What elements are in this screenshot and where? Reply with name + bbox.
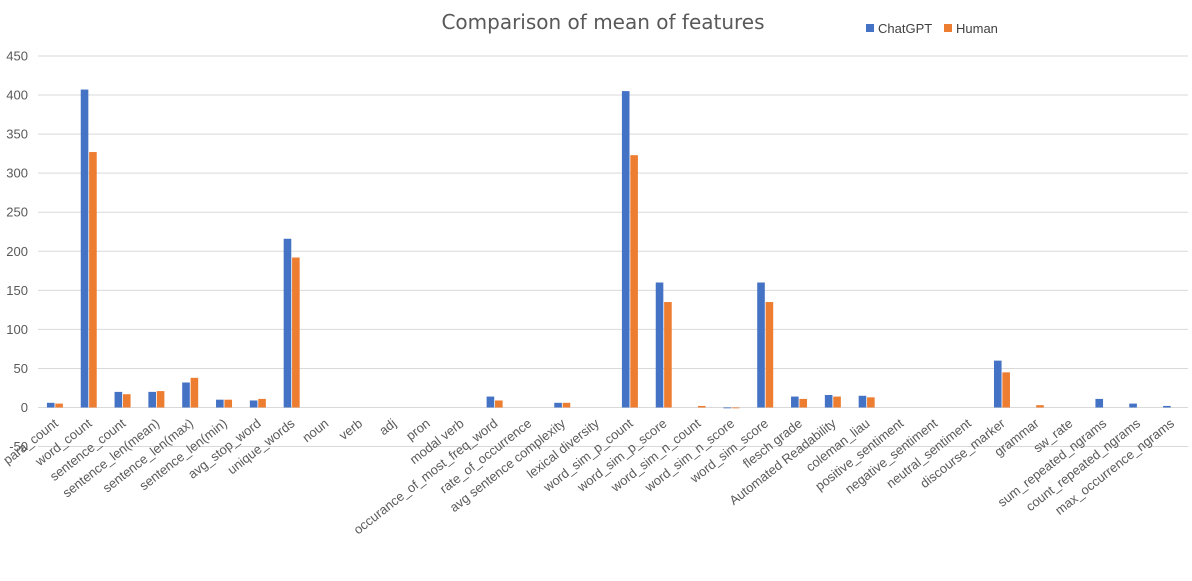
legend-label-human: Human (956, 21, 998, 36)
bar-human-1 (89, 152, 97, 408)
bar-human-22 (799, 398, 808, 408)
bar-chatgpt-7 (283, 238, 292, 408)
bar-human-2 (122, 394, 131, 408)
y-tick-label: 50 (14, 361, 28, 376)
bar-human-6 (258, 398, 266, 408)
bar-chatgpt-20 (723, 407, 731, 409)
bar-human-7 (292, 257, 300, 408)
x-category-label: noun (299, 416, 331, 446)
bar-chatgpt-0 (46, 402, 55, 408)
y-tick-label: 450 (6, 48, 28, 63)
y-axis-ticks: -50 0 50 100 150 200 250 300 350 400 450 (6, 48, 28, 454)
bar-chatgpt-32 (1129, 403, 1137, 408)
bar-human-15 (562, 402, 571, 408)
y-tick-label: 0 (21, 400, 28, 415)
bar-chatgpt-17 (621, 91, 630, 408)
legend: ChatGPT Human (866, 21, 998, 36)
bar-chatgpt-22 (791, 396, 799, 408)
bar-chatgpt-15 (554, 402, 562, 408)
gridlines (38, 55, 1188, 448)
bar-human-17 (630, 155, 638, 408)
bar-chatgpt-24 (858, 395, 867, 408)
x-category-label: verb (336, 416, 365, 443)
bar-chatgpt-1 (80, 89, 89, 408)
bar-human-20 (731, 407, 740, 409)
bar-human-29 (1036, 405, 1044, 408)
bar-human-18 (664, 302, 672, 408)
bar-chatgpt-31 (1095, 398, 1104, 408)
bars (46, 89, 1171, 409)
y-tick-label: -50 (9, 439, 28, 454)
bar-chatgpt-3 (148, 391, 156, 408)
x-category-label: adj (376, 415, 399, 438)
bar-human-4 (190, 377, 199, 408)
x-axis-labels: para_countword_countsentence_countsenten… (0, 415, 1177, 537)
y-tick-label: 150 (6, 283, 28, 298)
x-category-label: occurance_of_most_freq_word (351, 416, 501, 538)
bar-human-24 (867, 397, 875, 408)
y-tick-label: 100 (6, 322, 28, 337)
bar-chatgpt-18 (655, 282, 664, 408)
legend-label-chatgpt: ChatGPT (878, 21, 932, 36)
bar-chatgpt-28 (993, 360, 1002, 408)
legend-swatch-human (944, 24, 952, 32)
bar-chatgpt-33 (1163, 405, 1171, 408)
bar-chatgpt-23 (824, 395, 833, 408)
bar-human-5 (224, 399, 233, 408)
bar-human-28 (1002, 372, 1010, 408)
bar-human-3 (156, 391, 165, 408)
bar-human-23 (833, 396, 841, 408)
y-tick-label: 250 (6, 205, 28, 220)
bar-chatgpt-13 (486, 396, 495, 408)
bar-chatgpt-4 (182, 382, 190, 408)
bar-human-19 (697, 405, 706, 408)
bar-chatgpt-6 (249, 400, 258, 408)
bar-chatgpt-21 (757, 282, 765, 408)
y-tick-label: 200 (6, 244, 28, 259)
bar-chatgpt-2 (114, 391, 123, 408)
bar-human-13 (495, 400, 503, 408)
legend-swatch-chatgpt (866, 24, 874, 32)
bar-chatgpt-5 (216, 399, 224, 408)
bar-human-0 (55, 403, 63, 408)
bar-human-21 (765, 302, 774, 408)
y-tick-label: 350 (6, 127, 28, 142)
chart-title: Comparison of mean of features (441, 10, 764, 34)
y-tick-label: 300 (6, 166, 28, 181)
y-tick-label: 400 (6, 88, 28, 103)
